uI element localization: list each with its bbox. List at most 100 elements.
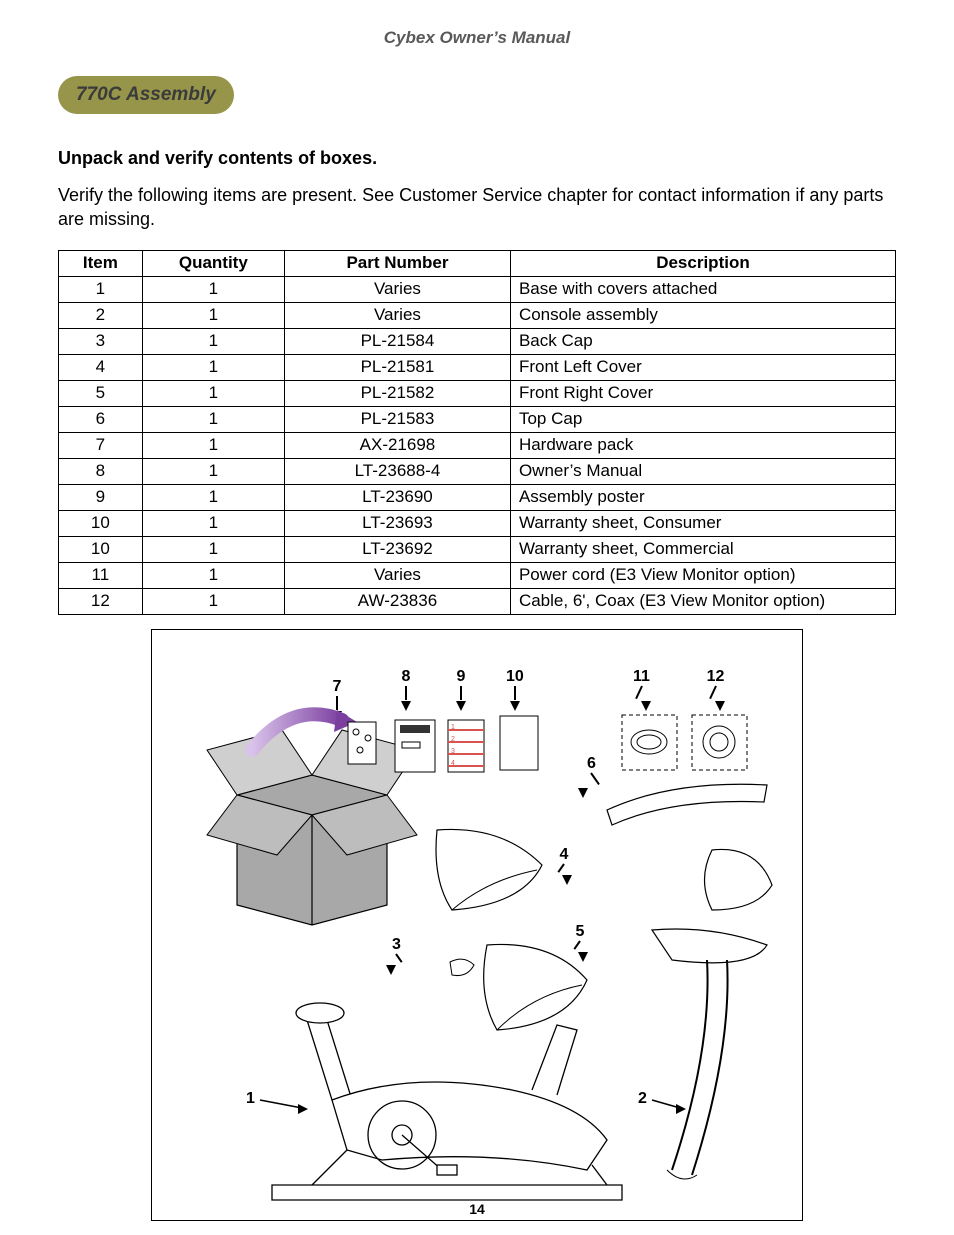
- table-cell: 1: [142, 458, 284, 484]
- table-cell: 1: [142, 484, 284, 510]
- table-cell: Owner’s Manual: [510, 458, 895, 484]
- table-cell: 1: [142, 406, 284, 432]
- table-cell: Warranty sheet, Commercial: [510, 536, 895, 562]
- table-row: 91LT-23690Assembly poster: [59, 484, 896, 510]
- table-cell: Warranty sheet, Consumer: [510, 510, 895, 536]
- section-title: 770C Assembly: [76, 84, 216, 105]
- table-cell: PL-21582: [284, 380, 510, 406]
- page: Cybex Owner’s Manual 770C Assembly Unpac…: [0, 0, 954, 1235]
- table-cell: Varies: [284, 276, 510, 302]
- hardware-pack-icon: [348, 722, 376, 764]
- front-right-cover-icon: [484, 944, 587, 1030]
- warranty-sheet-icon: [500, 716, 538, 770]
- table-cell: Power cord (E3 View Monitor option): [510, 562, 895, 588]
- table-row: 111VariesPower cord (E3 View Monitor opt…: [59, 562, 896, 588]
- table-cell: 1: [142, 536, 284, 562]
- subheading: Unpack and verify contents of boxes.: [58, 148, 896, 169]
- open-box-icon: [207, 710, 417, 925]
- top-cap-icon: [607, 784, 767, 825]
- diagram-svg: 1 2 3 4: [152, 630, 802, 1220]
- front-left-cover-icon: [436, 829, 542, 910]
- table-cell: PL-21583: [284, 406, 510, 432]
- base-frame-icon: [260, 1003, 622, 1200]
- th-item: Item: [59, 250, 143, 276]
- doc-header-title: Cybex Owner’s Manual: [384, 28, 570, 47]
- table-cell: Back Cap: [510, 328, 895, 354]
- table-cell: 11: [59, 562, 143, 588]
- table-row: 81LT-23688-4Owner’s Manual: [59, 458, 896, 484]
- table-cell: 8: [59, 458, 143, 484]
- table-cell: 1: [142, 562, 284, 588]
- table-header-row: Item Quantity Part Number Description: [59, 250, 896, 276]
- section-pill: 770C Assembly: [58, 76, 234, 114]
- table-cell: 12: [59, 588, 143, 614]
- table-cell: 6: [59, 406, 143, 432]
- table-row: 71AX-21698Hardware pack: [59, 432, 896, 458]
- table-cell: Base with covers attached: [510, 276, 895, 302]
- table-cell: LT-23688-4: [284, 458, 510, 484]
- table-cell: LT-23690: [284, 484, 510, 510]
- table-cell: 4: [59, 354, 143, 380]
- table-row: 11VariesBase with covers attached: [59, 276, 896, 302]
- table-cell: 3: [59, 328, 143, 354]
- power-cord-icon: [622, 715, 677, 770]
- figure-frame: 7 8 9 10 11 12 6 4: [151, 629, 803, 1221]
- table-cell: 7: [59, 432, 143, 458]
- assembly-poster-icon: 1 2 3 4: [448, 720, 484, 772]
- owners-manual-icon: [395, 720, 435, 772]
- table-head: Item Quantity Part Number Description: [59, 250, 896, 276]
- table-cell: 1: [59, 276, 143, 302]
- table-body: 11VariesBase with covers attached21Varie…: [59, 276, 896, 614]
- table-cell: 5: [59, 380, 143, 406]
- table-row: 101LT-23692Warranty sheet, Commercial: [59, 536, 896, 562]
- table-cell: PL-21581: [284, 354, 510, 380]
- table-cell: 1: [142, 302, 284, 328]
- table-row: 41PL-21581Front Left Cover: [59, 354, 896, 380]
- th-description: Description: [510, 250, 895, 276]
- th-partnumber: Part Number: [284, 250, 510, 276]
- svg-text:3: 3: [451, 748, 455, 755]
- back-cap-icon: [450, 959, 474, 975]
- svg-text:2: 2: [451, 736, 455, 743]
- parts-table: Item Quantity Part Number Description 11…: [58, 250, 896, 615]
- table-cell: LT-23693: [284, 510, 510, 536]
- table-cell: Cable, 6', Coax (E3 View Monitor option): [510, 588, 895, 614]
- svg-text:4: 4: [451, 760, 455, 767]
- table-row: 121AW-23836Cable, 6', Coax (E3 View Moni…: [59, 588, 896, 614]
- table-cell: LT-23692: [284, 536, 510, 562]
- table-cell: Hardware pack: [510, 432, 895, 458]
- table-cell: 9: [59, 484, 143, 510]
- table-row: 31PL-21584Back Cap: [59, 328, 896, 354]
- table-cell: 1: [142, 328, 284, 354]
- doc-header: Cybex Owner’s Manual: [58, 28, 896, 48]
- table-row: 61PL-21583Top Cap: [59, 406, 896, 432]
- table-cell: Varies: [284, 562, 510, 588]
- table-cell: 1: [142, 354, 284, 380]
- table-row: 101LT-23693Warranty sheet, Consumer: [59, 510, 896, 536]
- page-number: 14: [0, 1201, 954, 1217]
- svg-text:1: 1: [451, 724, 455, 731]
- table-cell: 10: [59, 510, 143, 536]
- table-cell: Console assembly: [510, 302, 895, 328]
- table-cell: Varies: [284, 302, 510, 328]
- th-quantity: Quantity: [142, 250, 284, 276]
- table-cell: AX-21698: [284, 432, 510, 458]
- table-cell: 1: [142, 380, 284, 406]
- intro-paragraph: Verify the following items are present. …: [58, 183, 896, 232]
- table-row: 51PL-21582Front Right Cover: [59, 380, 896, 406]
- coax-cable-icon: [692, 715, 747, 770]
- table-row: 21VariesConsole assembly: [59, 302, 896, 328]
- console-assembly-icon: [652, 849, 772, 1179]
- table-cell: 1: [142, 276, 284, 302]
- table-cell: 10: [59, 536, 143, 562]
- table-cell: AW-23836: [284, 588, 510, 614]
- table-cell: 1: [142, 588, 284, 614]
- table-cell: PL-21584: [284, 328, 510, 354]
- table-cell: 2: [59, 302, 143, 328]
- table-cell: 1: [142, 432, 284, 458]
- table-cell: Front Right Cover: [510, 380, 895, 406]
- table-cell: Assembly poster: [510, 484, 895, 510]
- table-cell: 1: [142, 510, 284, 536]
- table-cell: Front Left Cover: [510, 354, 895, 380]
- table-cell: Top Cap: [510, 406, 895, 432]
